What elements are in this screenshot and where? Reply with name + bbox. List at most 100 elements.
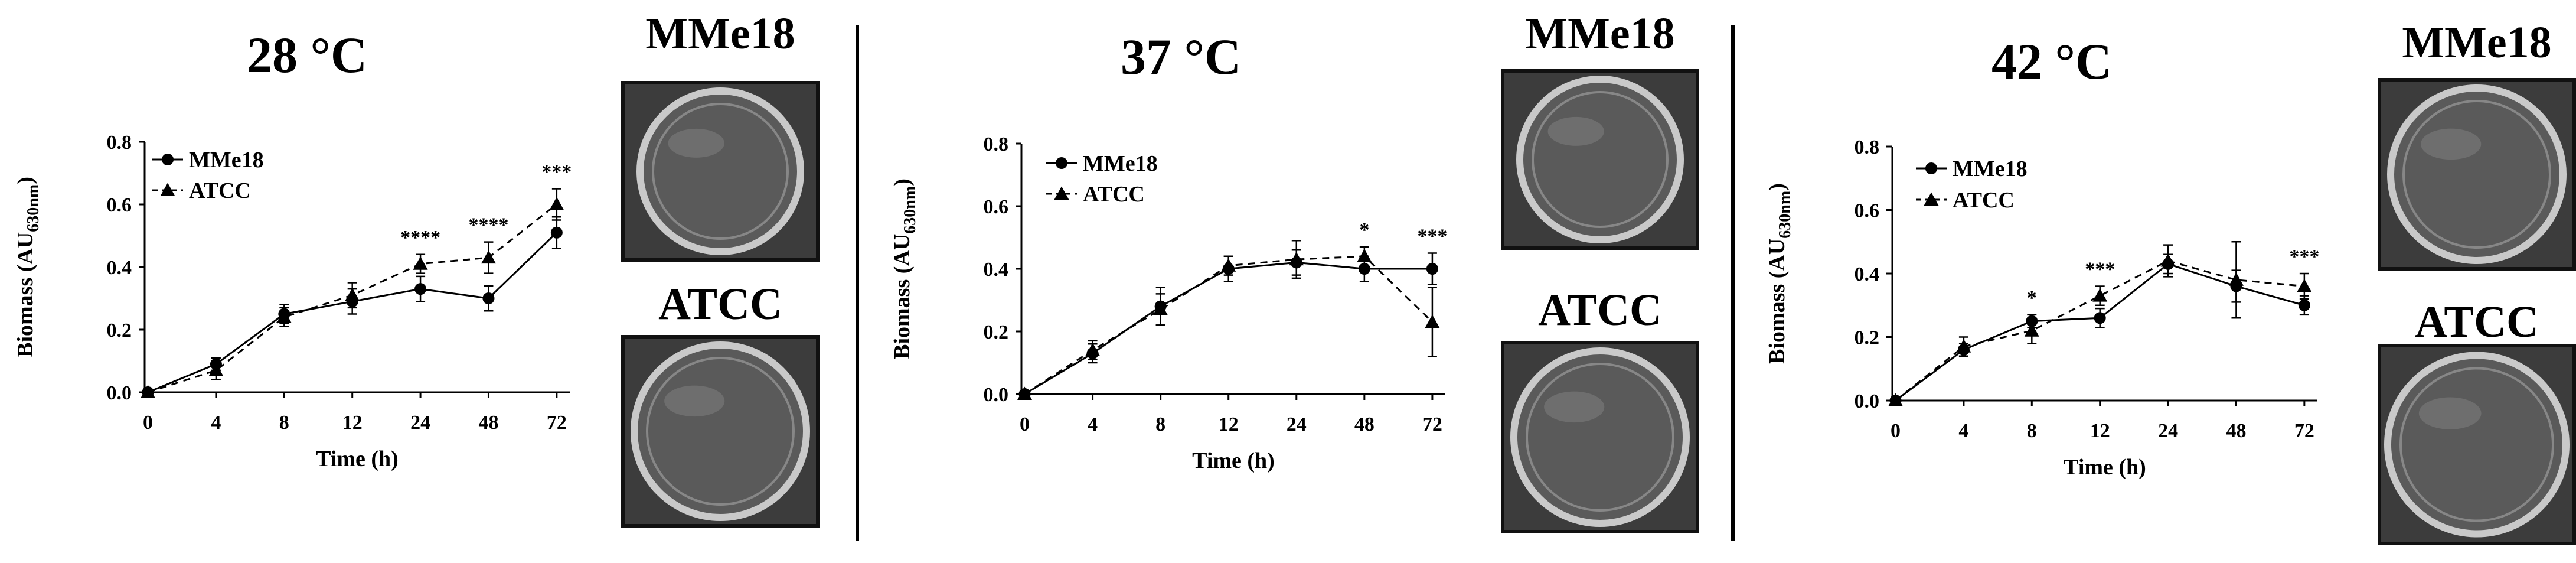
y-tick-label: 0.8 — [984, 134, 1009, 155]
y-tick-label: 0.2 — [107, 320, 132, 341]
petri-dish-photo: MMe18 — [2378, 18, 2576, 271]
legend-label: ATCC — [189, 178, 251, 203]
significance-label: *** — [2289, 246, 2319, 268]
y-axis-label-close: ) — [1765, 183, 1790, 191]
petri-dish-inner-ring — [2399, 367, 2554, 522]
data-point — [2092, 288, 2108, 302]
series-ATCC — [1017, 240, 1440, 400]
x-tick-label: 48 — [478, 412, 498, 434]
data-point — [2160, 253, 2176, 267]
data-point — [1357, 249, 1372, 262]
glass-reflection — [664, 385, 725, 417]
photo-label: ATCC — [658, 279, 782, 329]
data-point — [162, 154, 174, 165]
petri-dish-photo: MMe18 — [1501, 9, 1699, 250]
petri-dish-photo: ATCC — [1501, 285, 1699, 533]
petri-dish-rim — [1510, 347, 1690, 527]
glass-reflection — [1544, 391, 1605, 423]
x-axis-label: Time (h) — [316, 447, 399, 471]
data-point — [550, 226, 563, 239]
data-point — [2094, 312, 2106, 324]
significance-label: *** — [541, 161, 572, 183]
y-axis-label-subscript: 630nm — [24, 184, 43, 232]
x-axis-label: Time (h) — [1192, 448, 1275, 473]
y-axis-label-close: ) — [890, 178, 915, 186]
petri-dish-inner-ring — [1532, 91, 1669, 228]
x-tick-label: 24 — [410, 412, 430, 434]
data-point — [160, 183, 175, 196]
data-point — [2297, 279, 2312, 292]
y-tick-label: 0.6 — [1855, 200, 1880, 222]
significance-label: *** — [2085, 259, 2115, 281]
petri-dish-photo: ATCC — [621, 279, 820, 528]
photo-label: MMe18 — [645, 9, 795, 58]
data-point — [1924, 192, 1939, 206]
y-tick-label: 0.8 — [107, 132, 132, 154]
x-tick-label: 12 — [342, 412, 363, 434]
series-ATCC — [141, 188, 564, 398]
petri-dish-inner-ring — [1526, 363, 1674, 512]
petri-dish-rim — [2387, 84, 2567, 264]
x-tick-label: 12 — [1219, 414, 1239, 435]
data-point — [345, 288, 360, 301]
data-point — [276, 310, 292, 323]
significance-label: * — [2027, 287, 2037, 309]
petri-dish-rim — [1516, 76, 1684, 243]
x-tick-label: 8 — [1155, 414, 1165, 435]
data-point — [2024, 323, 2039, 337]
series-line — [1895, 259, 2304, 402]
petri-dish-photo: ATCC — [2378, 297, 2576, 545]
legend-label: MMe18 — [1083, 151, 1158, 176]
y-axis-label: Biomass (AU630nm) — [1765, 183, 1794, 364]
y-tick-label: 0.2 — [984, 321, 1009, 343]
significance-label: * — [1359, 219, 1369, 241]
x-tick-label: 4 — [211, 412, 221, 434]
data-point — [141, 385, 156, 398]
chart-title: 37 °C — [1121, 28, 1241, 85]
photo-label: MMe18 — [1525, 9, 1674, 58]
data-point — [414, 283, 427, 295]
data-point — [1153, 302, 1168, 315]
series-line — [1024, 261, 1432, 395]
y-tick-label: 0.4 — [1855, 263, 1880, 285]
legend: MMe18 ATCC — [1916, 157, 2028, 213]
legend: MMe18 ATCC — [152, 148, 264, 203]
legend-label: ATCC — [1083, 182, 1145, 207]
x-tick-label: 0 — [1891, 420, 1901, 442]
x-tick-label: 8 — [2027, 420, 2037, 442]
data-point — [1956, 339, 1971, 353]
data-point — [549, 197, 564, 210]
data-point — [1289, 252, 1304, 266]
x-tick-label: 4 — [1958, 420, 1968, 442]
legend-label: MMe18 — [189, 148, 264, 173]
data-point — [1054, 186, 1069, 200]
significance-label: **** — [400, 227, 440, 249]
significance-label: *** — [1417, 226, 1447, 248]
x-tick-label: 72 — [2294, 420, 2314, 442]
x-tick-label: 24 — [1287, 414, 1307, 435]
y-axis-label-main: Biomass (AU — [13, 232, 38, 357]
data-point — [413, 256, 428, 270]
data-point — [1426, 263, 1438, 275]
y-tick-label: 0.0 — [984, 384, 1009, 406]
y-tick-label: 0.6 — [107, 194, 132, 216]
petri-dish-rim — [636, 87, 804, 255]
y-tick-label: 0.0 — [1855, 390, 1880, 412]
data-point — [1017, 386, 1033, 400]
series-line — [1895, 263, 2305, 402]
x-tick-label: 0 — [1020, 414, 1030, 435]
y-axis-label-main: Biomass (AU — [1765, 239, 1790, 364]
x-tick-label: 12 — [2090, 420, 2110, 442]
data-point — [1925, 162, 1937, 174]
legend-label: ATCC — [1953, 188, 2015, 213]
x-tick-label: 4 — [1088, 414, 1098, 435]
petri-dish-rim — [631, 341, 810, 521]
y-tick-label: 0.8 — [1855, 136, 1880, 158]
y-tick-label: 0.2 — [1855, 327, 1880, 349]
chart-title: 42 °C — [1991, 33, 2112, 90]
glass-reflection — [1547, 116, 1604, 146]
data-point — [208, 363, 224, 376]
